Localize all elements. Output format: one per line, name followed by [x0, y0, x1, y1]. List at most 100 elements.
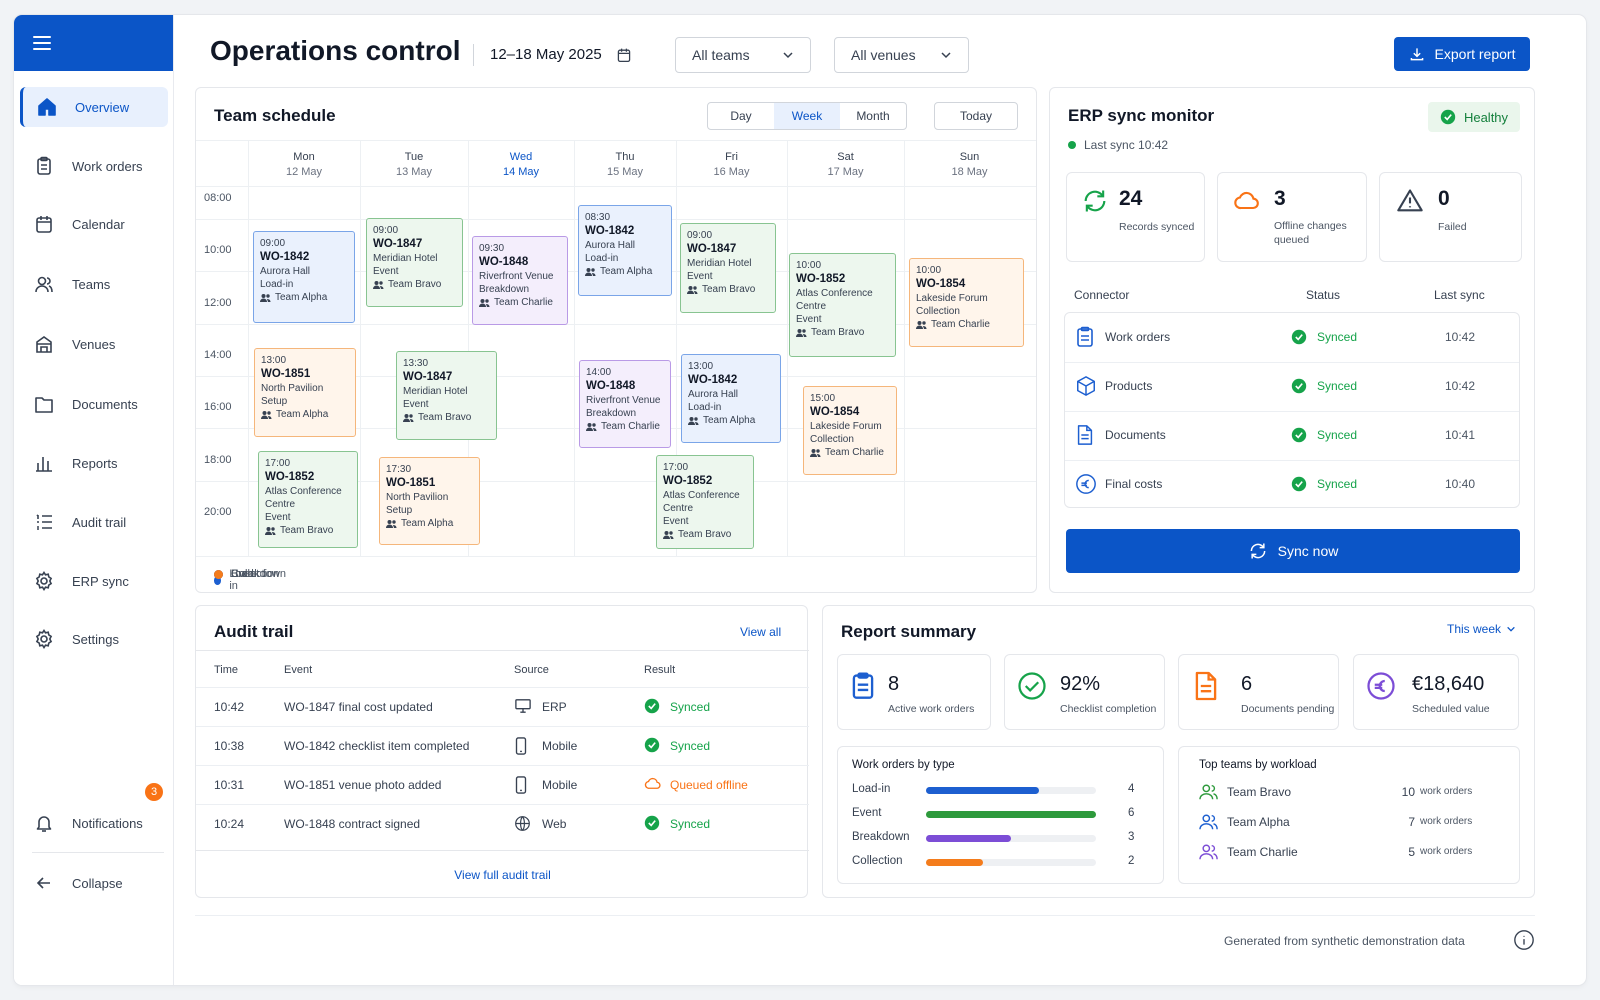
sidebar-item-notifications[interactable]: Notifications 3	[20, 783, 168, 843]
team-filter-select[interactable]: All teams	[675, 37, 811, 73]
box-icon	[1077, 376, 1095, 396]
sidebar-item-reports[interactable]: Reports	[20, 443, 168, 483]
schedule-event[interactable]: 10:00 WO-1852 Atlas Conference Centre Event…	[789, 253, 896, 357]
team-name: Team Charlie	[1227, 845, 1298, 859]
footer-note: Generated from synthetic demonstration d…	[1224, 934, 1465, 948]
schedule-event[interactable]: 17:00 WO-1852 Atlas Conference Centre Event…	[258, 451, 358, 548]
connector-name: Work orders	[1105, 330, 1171, 344]
sidebar-item-work-orders[interactable]: Work orders	[20, 146, 168, 186]
event-type: Event	[796, 314, 822, 325]
event-type: Setup	[386, 505, 413, 516]
audit-source: Mobile	[542, 778, 578, 792]
schedule-event[interactable]: 09:00 WO-1847 Meridian Hotel Event Team Brav…	[680, 223, 776, 313]
sidebar-item-overview[interactable]: Overview	[20, 87, 168, 127]
event-team: Team Charlie	[586, 420, 664, 433]
event-team: Team Bravo	[687, 283, 769, 296]
audit-result: Synced	[670, 817, 711, 831]
schedule-event[interactable]: 13:00 WO-1851 North Pavilion Setup Team Alph…	[254, 348, 356, 437]
result-column-header: Result	[644, 664, 676, 676]
sync-now-button[interactable]: Sync now	[1066, 529, 1520, 573]
today-button[interactable]: Today	[934, 102, 1018, 130]
view-month-button[interactable]: Month	[856, 109, 890, 123]
event-team: Team Alpha	[585, 265, 665, 278]
hour-label: 10:00	[204, 244, 232, 256]
event-team: Team Bravo	[403, 411, 490, 424]
event-id: WO-1851	[261, 368, 311, 380]
audit-row[interactable]: 10:31 WO-1851 venue photo added Mobile Queu…	[196, 766, 809, 804]
sidebar-item-label: ERP sync	[72, 573, 129, 589]
sidebar-item-label: Calendar	[72, 216, 125, 232]
audit-row[interactable]: 10:24 WO-1848 contract signed Web Synced	[196, 805, 809, 843]
info-icon[interactable]	[1513, 929, 1535, 951]
hour-label: 12:00	[204, 297, 232, 309]
users-icon	[265, 526, 276, 535]
schedule-event[interactable]: 09:00 WO-1842 Aurora Hall Load-in Team Alpha	[253, 231, 355, 323]
view-all-link[interactable]: View all	[740, 625, 782, 639]
date-range-picker[interactable]: 12–18 May 2025	[490, 46, 632, 63]
venue-filter-select[interactable]: All venues	[834, 37, 969, 73]
view-full-audit-link[interactable]: View full audit trail	[196, 868, 809, 882]
connector-status: Synced	[1317, 428, 1358, 442]
users-icon	[796, 328, 807, 337]
schedule-event[interactable]: 08:30 WO-1842 Aurora Hall Load-in Team Alpha	[578, 205, 672, 296]
schedule-event[interactable]: 13:30 WO-1847 Meridian Hotel Event Team Brav…	[396, 351, 497, 440]
schedule-event[interactable]: 09:00 WO-1847 Meridian Hotel Event Team Brav…	[366, 218, 463, 307]
team-unit: work orders	[1420, 816, 1473, 827]
check-circle-icon	[1291, 427, 1307, 443]
schedule-event[interactable]: 09:30 WO-1848 Riverfront Venue Breakdown Tea…	[472, 236, 568, 325]
sidebar-item-erp-sync[interactable]: ERP sync	[20, 561, 168, 601]
team-unit: work orders	[1420, 846, 1473, 857]
users-icon	[386, 519, 397, 528]
type-value: 3	[1128, 831, 1135, 843]
chevron-down-icon	[941, 52, 951, 59]
event-team: Team Bravo	[265, 524, 351, 537]
sidebar-item-label: Audit trail	[72, 514, 127, 530]
sidebar-item-teams[interactable]: Teams	[20, 264, 168, 304]
event-id: WO-1847	[687, 243, 737, 255]
schedule-event[interactable]: 13:00 WO-1842 Aurora Hall Load-in Team Alpha	[681, 354, 781, 443]
gear-icon	[35, 571, 53, 591]
sidebar-item-audit-trail[interactable]: Audit trail	[20, 502, 168, 542]
event-id: WO-1842	[688, 374, 738, 386]
audit-row[interactable]: 10:42 WO-1847 final cost updated ERP Synced	[196, 688, 809, 726]
event-team: Team Charlie	[810, 446, 890, 459]
event-id: WO-1848	[586, 380, 636, 392]
sidebar-item-label: Documents	[72, 396, 138, 412]
view-day-button[interactable]: Day	[730, 109, 752, 123]
kpi-label: Checklist completion	[1060, 703, 1157, 715]
download-icon	[1410, 48, 1423, 61]
type-bar-track	[926, 859, 1096, 866]
stat-label: Failed	[1438, 221, 1467, 233]
schedule-event[interactable]: 10:00 WO-1854 Lakeside Forum Collection Team…	[909, 258, 1024, 347]
audit-time: 10:31	[214, 778, 245, 792]
users-icon	[1199, 784, 1218, 800]
menu-icon[interactable]	[32, 35, 52, 51]
event-team: Team Alpha	[386, 517, 473, 530]
sidebar-item-documents[interactable]: Documents	[20, 384, 168, 424]
sidebar-item-label: Overview	[75, 99, 130, 115]
audit-event: WO-1851 venue photo added	[284, 778, 442, 792]
users-icon	[916, 320, 927, 329]
sidebar-item-settings[interactable]: Settings	[20, 619, 168, 659]
view-week-button[interactable]: Week	[774, 103, 840, 129]
mobile-icon	[515, 776, 527, 794]
schedule-event[interactable]: 14:00 WO-1848 Riverfront Venue Breakdown Tea…	[579, 360, 671, 448]
home-icon	[38, 98, 56, 116]
hour-label: 08:00	[204, 192, 232, 204]
collapse-button[interactable]: Collapse	[20, 863, 168, 903]
type-bar	[926, 859, 983, 866]
event-type: Breakdown	[586, 408, 637, 419]
period-select[interactable]: This week	[1447, 622, 1516, 636]
schedule-event[interactable]: 17:00 WO-1852 Atlas Conference Centre Event…	[656, 455, 754, 549]
schedule-event[interactable]: 15:00 WO-1854 Lakeside Forum Collection Team…	[803, 386, 897, 475]
sidebar-item-calendar[interactable]: Calendar	[20, 204, 168, 244]
connector-status: Synced	[1317, 330, 1358, 344]
team-filter-value: All teams	[692, 47, 750, 63]
check-circle-icon	[644, 698, 660, 714]
event-venue: Atlas Conference Centre	[265, 486, 342, 510]
audit-row[interactable]: 10:38 WO-1842 checklist item completed Mob…	[196, 727, 809, 765]
sidebar-item-venues[interactable]: Venues	[20, 324, 168, 364]
export-report-button[interactable]: Export report	[1394, 37, 1530, 71]
schedule-event[interactable]: 17:30 WO-1851 North Pavilion Setup Team Alph…	[379, 457, 480, 545]
chevron-down-icon	[783, 52, 793, 59]
